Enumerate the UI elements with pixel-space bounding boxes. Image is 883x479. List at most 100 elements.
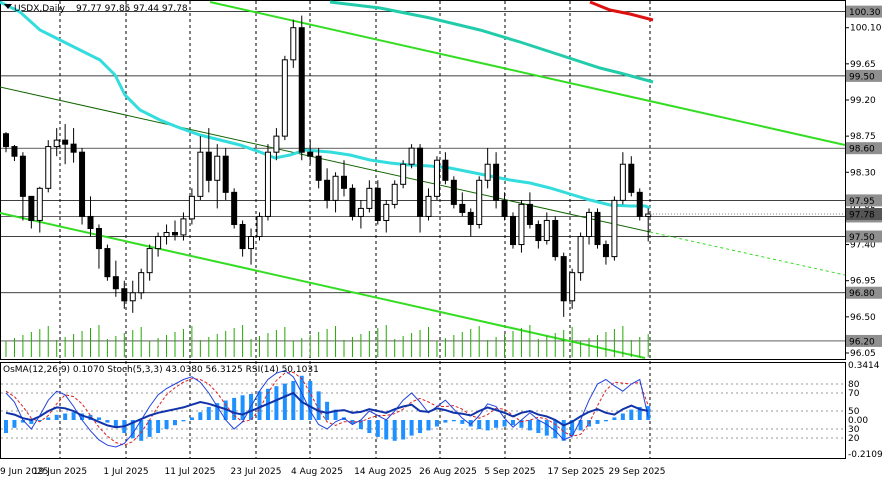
indicator-axis-label: 70	[848, 389, 860, 399]
candle-bullish	[36, 187, 43, 221]
osma-bar	[646, 406, 651, 420]
ma-slow-turquoise	[329, 0, 654, 84]
candle-bullish	[155, 236, 162, 250]
candle-bullish	[197, 151, 204, 197]
osma-bar	[291, 381, 296, 420]
candle-bearish	[239, 223, 246, 250]
candle-bullish	[273, 135, 280, 153]
candle-bearish	[501, 199, 508, 217]
osma-bar	[595, 420, 600, 424]
candle-bullish	[138, 272, 145, 294]
candle-bullish	[645, 213, 652, 217]
candle-bearish	[231, 191, 238, 225]
candle-bearish	[636, 191, 643, 217]
osma-bar	[316, 391, 321, 420]
candle-bearish	[172, 232, 178, 236]
candle-bullish	[248, 236, 255, 250]
candle-bearish	[467, 211, 474, 225]
y-tick-label: 97.40	[850, 241, 876, 251]
osma-bar	[71, 412, 76, 420]
main-pane-frame	[0, 0, 846, 360]
candle-bullish	[180, 218, 187, 236]
candle-bearish	[11, 146, 18, 157]
mid-trendline	[0, 86, 651, 233]
candle-bearish	[324, 179, 331, 201]
osma-bar	[485, 420, 490, 431]
indicator-axis-label: 80	[848, 380, 860, 390]
candle-bullish	[476, 179, 483, 225]
candle-bearish	[594, 211, 601, 246]
candle-bearish	[205, 151, 212, 181]
osma-bar	[426, 420, 431, 431]
candles	[3, 15, 652, 317]
osma-bar	[139, 420, 144, 441]
chart-title: USDX,Daily	[14, 4, 66, 14]
candle-bullish	[425, 195, 432, 217]
ohlc-values: 97.77 97.85 97.44 97.78	[76, 4, 188, 14]
candle-bullish	[484, 163, 491, 181]
y-tick-label: 99.20	[850, 96, 876, 106]
osma-bar	[468, 420, 473, 427]
ma-long-red	[589, 0, 654, 22]
x-tick-label: 23 Jul 2025	[231, 467, 282, 477]
candle-bullish	[408, 147, 415, 165]
osma-bar	[367, 420, 372, 433]
candle-bullish	[163, 232, 170, 238]
candle-bullish	[569, 272, 576, 302]
price-axis: 100.1099.6599.2098.7598.3097.8597.4096.9…	[845, 5, 882, 359]
candle-bearish	[222, 155, 229, 193]
osma-bar	[536, 420, 541, 433]
osma-bar	[282, 383, 287, 420]
osma-bar	[274, 386, 279, 420]
osma-bar	[164, 420, 169, 430]
osma-bar	[629, 409, 634, 420]
candle-bearish	[70, 143, 77, 153]
candle-bearish	[28, 195, 35, 221]
osma-bar	[113, 420, 118, 428]
indicator-axis-label: 50	[848, 407, 860, 417]
candle-bullish	[53, 139, 60, 148]
candle-bullish	[256, 215, 263, 238]
price-level-label: 98.60	[849, 145, 875, 155]
osma-bar	[147, 420, 152, 437]
osma-bar	[257, 391, 262, 420]
candle-bullish	[543, 219, 550, 242]
x-tick-label: 5 Sep 2025	[484, 467, 535, 477]
price-level-box	[846, 69, 882, 82]
candle-bearish	[307, 151, 314, 157]
upper-channel-line	[209, 1, 846, 146]
osma-bar	[418, 420, 423, 433]
price-level-label: 99.50	[849, 72, 875, 82]
osma-bar	[189, 417, 194, 420]
osma-bar	[358, 420, 363, 430]
candle-bullish	[619, 163, 626, 201]
volume-bars	[5, 325, 649, 357]
osma-bar	[350, 420, 355, 424]
osma-bar	[240, 395, 245, 420]
osma-bar	[20, 420, 25, 423]
osma-bar	[443, 420, 448, 423]
candle-bearish	[62, 139, 69, 145]
candle-bearish	[19, 155, 26, 197]
candle-bearish	[112, 276, 119, 290]
osma-bar	[375, 420, 380, 437]
candle-bearish	[535, 223, 542, 242]
candle-bearish	[104, 248, 111, 278]
price-level-label: 97.95	[849, 197, 875, 207]
candle-bullish	[611, 199, 618, 258]
candle-bearish	[121, 288, 128, 302]
candle-bearish	[374, 187, 381, 221]
candle-bearish	[493, 163, 500, 201]
x-tick-label: 19 Jun 2025	[33, 467, 87, 477]
moving-averages	[0, 0, 654, 210]
candle-bullish	[264, 151, 271, 217]
osma-bar	[130, 420, 135, 439]
indicator-header: OsMA(12,26,9) 0.1070 Stoch(5,3,3) 43.038…	[3, 365, 319, 375]
price-level-box	[846, 334, 882, 347]
current-price-label: 97.78	[849, 211, 875, 221]
y-tick-label: 98.30	[850, 168, 876, 178]
candle-bullish	[586, 211, 593, 238]
osma-bar	[206, 407, 211, 420]
candle-bullish	[214, 155, 221, 181]
